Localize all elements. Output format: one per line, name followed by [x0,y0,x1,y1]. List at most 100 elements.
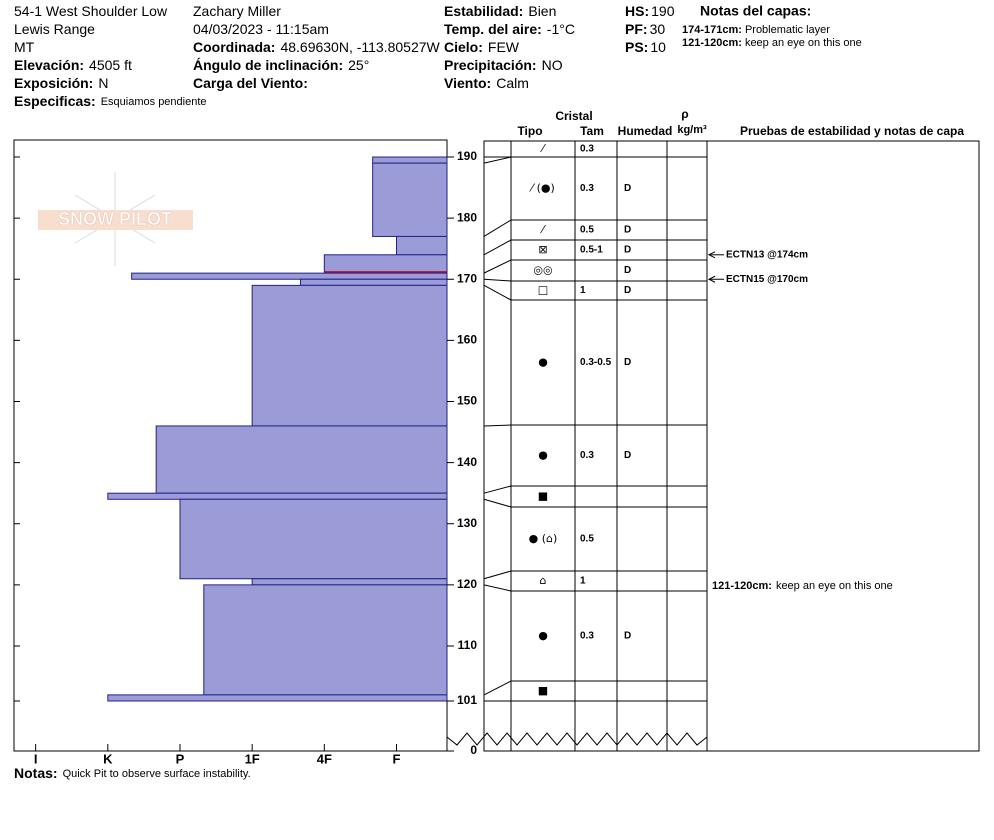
moisture: D [624,285,631,296]
field-label: Estabilidad: [444,3,523,19]
header-field: PS: 10 [625,39,666,55]
field-value: 4505 ft [89,57,132,73]
hardness-bar [251,578,448,586]
field-label: Temp. del aire: [444,21,542,37]
field-label: Precipitación: [444,57,537,73]
layer-connector [483,570,512,580]
moisture: D [624,183,631,194]
field-value: NO [542,57,563,73]
grain-type: ⁄ [539,142,546,155]
hardness-bar [372,156,448,164]
grain-size: 1 [580,576,586,587]
header-field: 04/03/2023 - 11:15am [193,21,329,37]
grain-type: ● (⌂) [529,532,558,545]
field-label: Coordinada: [193,39,275,55]
layer-connector [483,156,512,164]
field-label: Elevación: [14,57,84,73]
hardness-tick-label: P [176,751,185,766]
layer-connector [483,219,512,237]
test-arrowhead [707,275,716,283]
layer-note: 121-120cm: keep an eye on this one [682,37,862,49]
moisture: D [624,357,631,368]
footer-notes: Notas: Quick Pit to observe surface insta… [14,765,251,781]
field-value: N [98,75,108,91]
header-field: Elevación: 4505 ft [14,57,132,73]
field-value: Bien [528,3,556,19]
col-header: Cristal [555,109,592,123]
depth-tick-label: 110 [458,638,478,652]
footer-label: Notas: [14,765,58,781]
depth-tick-label: 130 [457,516,477,530]
grain-type: ⁄ [539,223,546,236]
grain-type: ● [538,449,548,462]
header-field: Exposición: N [14,75,108,91]
grain-size: 0.3 [580,183,594,194]
header-field: PF: 30 [625,21,665,37]
grain-type: ■ [538,684,548,697]
header-field: Cielo: FEW [444,39,520,55]
hardness-bar [107,694,448,702]
field-value: MT [14,39,35,55]
hardness-bar [300,278,448,286]
depth-tick-label: 101 [457,693,477,707]
test-arrowhead [707,251,716,259]
hardness-bar [155,425,448,494]
field-value: 30 [650,21,666,37]
hardness-bar [251,284,448,427]
header-field: Coordinada: 48.69630N, -113.80527W [193,39,441,55]
header-field: Temp. del aire: -1°C [444,21,575,37]
table-frame [483,140,980,752]
depth-tick-label: 180 [457,210,477,224]
layer-connector [483,239,512,256]
field-value: FEW [488,39,520,55]
note-label: 174-171cm: [682,24,742,36]
hardness-bar [131,272,448,280]
moisture: D [624,631,631,642]
hardness-tick-label: 4F [317,751,332,766]
field-label: Exposición: [14,75,93,91]
layer-connector [483,424,512,427]
field-value: 10 [650,39,666,55]
grain-type: ■ [538,490,548,503]
footer-value: Quick Pit to observe surface instability… [63,768,251,780]
field-label: HS: [625,3,649,19]
header-field: Zachary Miller [193,3,281,19]
note-value: Problematic layer [745,24,830,36]
grain-size: 0.5 [580,225,594,236]
field-value: 54-1 West Shoulder Low [14,3,168,19]
header-field: Estabilidad: Bien [444,3,556,19]
field-label: PS: [625,39,648,55]
header-field: MT [14,39,35,55]
field-label: Especificas: [14,93,96,109]
hardness-tick-label: K [103,751,113,766]
grain-type: ● [538,629,548,642]
grain-size: 0.3 [580,450,594,461]
header-field: Ángulo de inclinación: 25° [193,57,369,73]
layer-note: 174-171cm: Problematic layer [682,24,830,36]
header-field: 54-1 West Shoulder Low [14,3,168,19]
comment-text: keep an eye on this one [776,580,893,592]
grain-type: ⁄ (●) [528,182,555,195]
hardness-bar [395,235,448,256]
field-value: Esquiamos pendiente [101,96,207,108]
logo-band [38,210,193,230]
field-value: Zachary Miller [193,3,281,19]
col-header: Humedad [618,124,673,138]
logo: SNOW PILOT [38,172,193,266]
depth-tick-label: 170 [457,271,477,285]
depth-tick-label: 120 [457,577,477,591]
field-value: -1°C [547,21,575,37]
grain-size: 0.3 [580,144,594,155]
field-value: 48.69630N, -113.80527W [280,39,440,55]
grain-size: 0.3 [580,631,594,642]
col-header: ρ [681,107,688,121]
note-value: keep an eye on this one [745,37,862,49]
field-value: 04/03/2023 - 11:15am [193,21,329,37]
grain-type: ● [538,356,548,369]
col-header: Tam [580,124,604,138]
note-label: 121-120cm: [682,37,742,49]
col-header: Pruebas de estabilidad y notas de capa [740,124,964,138]
notes-title: Notas del capas: [700,3,811,19]
grain-type: ⌂ [540,574,547,587]
